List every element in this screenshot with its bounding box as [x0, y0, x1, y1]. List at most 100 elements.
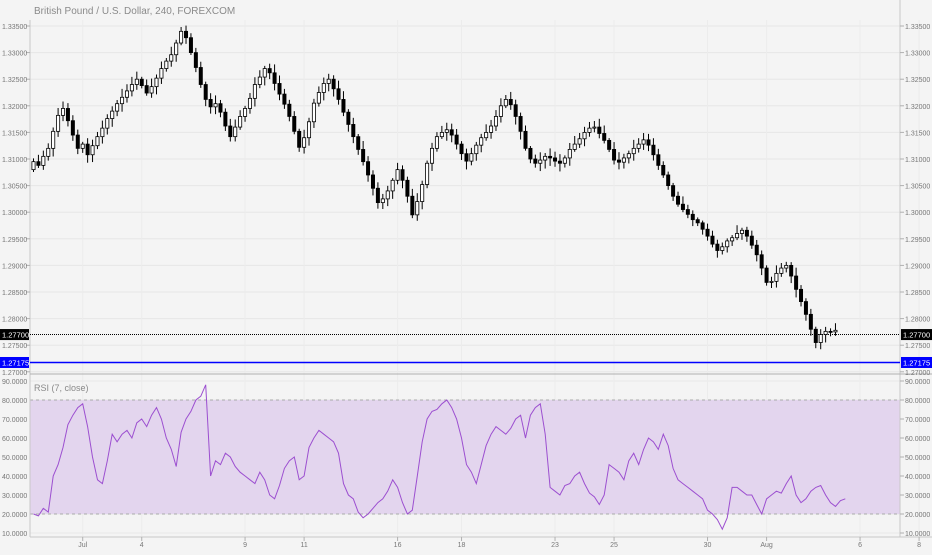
candle-body-down — [666, 174, 671, 187]
price-candle — [572, 135, 577, 152]
candle-body-down — [616, 159, 621, 163]
price-candle — [321, 77, 326, 101]
candle-body-up — [90, 145, 95, 156]
candle-body-up — [110, 110, 115, 119]
current-price-badge-left — [0, 329, 29, 341]
price-candle — [439, 125, 444, 139]
candle-body-down — [597, 126, 602, 134]
price-candle — [528, 145, 533, 164]
price-candle — [449, 123, 454, 143]
candle-body-up — [420, 184, 425, 202]
candle-body-up — [784, 264, 789, 269]
price-candle — [493, 110, 498, 131]
candle-body-down — [794, 275, 799, 290]
candle-body-up — [503, 99, 508, 107]
candle-body-up — [129, 84, 134, 92]
price-candle — [523, 125, 528, 151]
price-tick-label-left: 1.29000 — [2, 263, 27, 270]
rsi-line — [33, 384, 846, 531]
time-tick-label: 8 — [917, 542, 921, 549]
price-candle — [434, 132, 439, 152]
candle-body-down — [75, 134, 80, 149]
price-candle — [671, 182, 676, 201]
rsi-tick-label: 50.0000 — [905, 455, 930, 462]
candle-body-up — [444, 129, 449, 133]
candle-body-up — [174, 42, 179, 56]
candle-body-down — [808, 313, 813, 330]
price-candle — [70, 115, 75, 141]
candle-body-down — [346, 111, 351, 125]
price-candle — [56, 107, 61, 137]
price-candle — [503, 95, 508, 109]
candle-body-up — [720, 246, 725, 251]
price-candle — [813, 326, 818, 349]
candle-body-up — [735, 233, 740, 239]
price-candle — [474, 141, 479, 161]
price-candle — [484, 124, 489, 141]
candle-body-up — [321, 83, 326, 93]
candle-body-down — [351, 124, 356, 138]
candle-body-down — [607, 139, 612, 150]
time-tick-label: 9 — [243, 542, 247, 549]
price-candle — [489, 119, 494, 139]
price-tick-label: 1.29000 — [905, 263, 930, 270]
candle-body-down — [508, 99, 513, 106]
price-candle — [179, 26, 184, 46]
price-candle — [336, 80, 341, 105]
price-candle — [51, 127, 56, 157]
price-tick-label: 1.30000 — [905, 210, 930, 217]
price-candle — [390, 178, 395, 199]
candle-body-down — [287, 103, 292, 117]
rsi-tick-label-left: 20.0000 — [2, 512, 27, 519]
price-candle — [567, 142, 572, 166]
candle-body-up — [51, 130, 56, 149]
price-candle — [203, 81, 208, 107]
current-price-badge — [901, 329, 932, 341]
price-candle — [562, 155, 567, 168]
rsi-tick-label: 60.0000 — [905, 436, 930, 443]
candle-body-down — [267, 68, 272, 74]
candle-body-up — [498, 105, 503, 117]
rsi-tick-label-left: 30.0000 — [2, 493, 27, 500]
candle-body-down — [749, 235, 754, 246]
price-candle — [548, 148, 553, 166]
candle-body-down — [700, 222, 705, 230]
price-candle — [46, 143, 51, 161]
candle-body-up — [385, 190, 390, 200]
rsi-tick-label: 30.0000 — [905, 493, 930, 500]
price-candle — [739, 227, 744, 240]
rsi-tick-label-left: 40.0000 — [2, 474, 27, 481]
price-candle — [794, 267, 799, 298]
price-candle — [454, 129, 459, 150]
price-candle — [243, 105, 248, 122]
price-candle — [223, 108, 228, 131]
price-tick-label: 1.31000 — [905, 157, 930, 164]
price-candle — [149, 78, 154, 98]
rsi-tick-label: 90.0000 — [905, 379, 930, 386]
candle-body-down — [331, 78, 336, 90]
candle-body-up — [725, 240, 730, 248]
price-candle — [184, 25, 189, 44]
price-candle — [115, 100, 120, 117]
candle-body-down — [36, 161, 41, 166]
candle-body-down — [690, 213, 695, 221]
time-tick-label: Aug — [760, 542, 773, 549]
price-candle — [710, 230, 715, 248]
current-price-label-left: 1.27700 — [2, 331, 29, 340]
price-candle — [282, 88, 287, 109]
candle-body-up — [134, 78, 139, 85]
price-candle — [139, 76, 144, 89]
candle-body-up — [179, 30, 184, 44]
candle-body-up — [474, 144, 479, 155]
price-candle — [430, 142, 435, 171]
rsi-tick-label: 70.0000 — [905, 417, 930, 424]
candle-body-down — [646, 139, 651, 146]
price-tick-label-left: 1.33000 — [2, 51, 27, 58]
candle-body-down — [292, 116, 297, 132]
price-candle — [370, 170, 375, 196]
price-candle — [198, 61, 203, 88]
candle-body-up — [238, 116, 243, 128]
price-candle — [612, 142, 617, 165]
candle-body-up — [31, 161, 36, 171]
